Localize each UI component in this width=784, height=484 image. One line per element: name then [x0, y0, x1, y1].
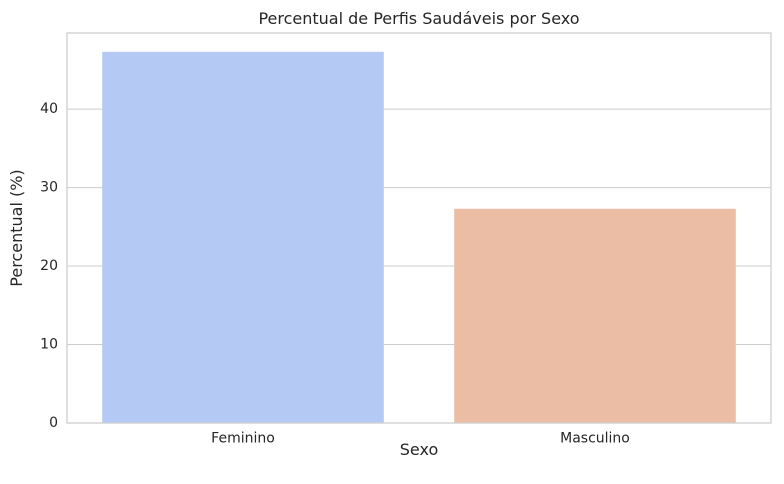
- y-tick-label: 10: [40, 337, 58, 353]
- bar-feminino: [102, 51, 384, 423]
- y-axis-label: Percentual (%): [7, 169, 26, 286]
- x-tick-label: Masculino: [560, 431, 630, 447]
- y-tick-label: 40: [40, 101, 58, 117]
- y-tick-label: 20: [40, 258, 58, 274]
- y-axis-ticks: 0 10 20 30 40: [40, 101, 58, 431]
- chart-title: Percentual de Perfis Saudáveis por Sexo: [258, 9, 579, 28]
- y-tick-label: 30: [40, 180, 58, 196]
- plot-frame: [66, 32, 772, 424]
- x-axis-label: Sexo: [400, 440, 438, 459]
- x-tick-label: Feminino: [211, 431, 275, 447]
- bars: [102, 51, 736, 423]
- y-tick-label: 0: [49, 415, 58, 431]
- bar-masculino: [454, 208, 736, 423]
- x-axis-ticks: Feminino Masculino: [211, 431, 630, 447]
